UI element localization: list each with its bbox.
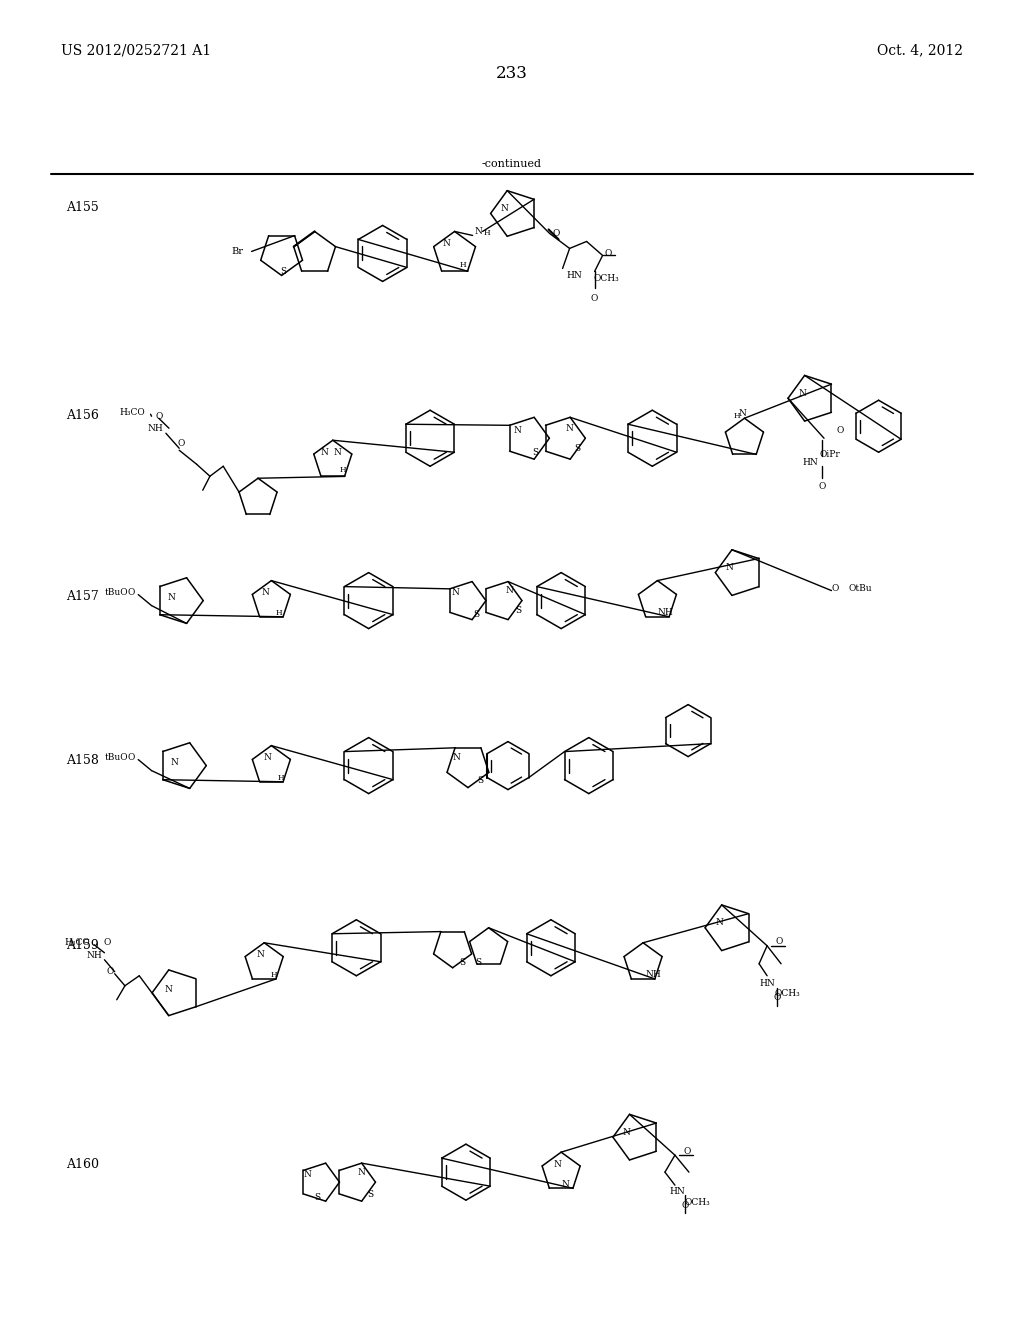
Text: N: N (501, 203, 509, 213)
Text: S: S (314, 1193, 321, 1201)
Text: H₃CO: H₃CO (65, 939, 90, 948)
Text: OCH₃: OCH₃ (684, 1197, 710, 1206)
Text: H: H (483, 230, 489, 238)
Text: Oct. 4, 2012: Oct. 4, 2012 (877, 44, 963, 57)
Text: N: N (256, 950, 264, 960)
Text: O: O (773, 993, 780, 1002)
Text: N: N (452, 754, 460, 762)
Text: H: H (271, 970, 278, 978)
Text: N: N (513, 426, 521, 434)
Text: OCH₃: OCH₃ (594, 275, 620, 282)
Text: O: O (683, 1147, 690, 1156)
Text: N: N (738, 409, 746, 417)
Text: H₃CO: H₃CO (120, 408, 145, 417)
Text: S: S (473, 610, 479, 619)
Text: N: N (565, 424, 573, 433)
Text: N: N (475, 227, 482, 236)
Text: O: O (127, 754, 135, 762)
Text: H: H (279, 774, 285, 781)
Text: S: S (460, 958, 466, 968)
Text: NH: NH (147, 424, 164, 433)
Text: HN: HN (759, 979, 775, 989)
Text: N: N (506, 586, 514, 595)
Text: A157: A157 (67, 590, 99, 603)
Text: N: N (798, 388, 806, 397)
Text: NH: NH (657, 609, 674, 616)
Text: N: N (715, 919, 723, 927)
Text: H: H (733, 412, 739, 420)
Text: N: N (725, 564, 733, 572)
Text: N: N (561, 1180, 569, 1188)
Text: O: O (818, 482, 825, 491)
Text: N: N (334, 447, 342, 457)
Text: -continued: -continued (482, 158, 542, 169)
Text: NH: NH (645, 970, 660, 979)
Text: OtBu: OtBu (848, 583, 872, 593)
Text: O: O (837, 426, 844, 434)
Text: N: N (261, 589, 269, 597)
Text: HN: HN (669, 1187, 685, 1196)
Text: tBuO: tBuO (104, 589, 128, 597)
Text: H: H (276, 609, 283, 616)
Text: N: N (553, 1160, 561, 1168)
Text: A160: A160 (67, 1158, 99, 1171)
Text: A158: A158 (67, 754, 99, 767)
Text: 233: 233 (496, 66, 528, 82)
Text: tBuO: tBuO (104, 754, 128, 762)
Text: O: O (155, 412, 163, 421)
Text: N: N (452, 589, 460, 597)
Text: US 2012/0252721 A1: US 2012/0252721 A1 (61, 44, 212, 57)
Text: N: N (321, 447, 329, 457)
Text: S: S (475, 958, 481, 968)
Text: N: N (442, 239, 451, 248)
Text: O: O (591, 294, 598, 302)
Text: N: N (303, 1170, 311, 1179)
Text: HN: HN (567, 271, 583, 280)
Text: H: H (340, 466, 346, 474)
Text: HN: HN (802, 458, 818, 467)
Text: S: S (368, 1189, 374, 1199)
Text: OCH₃: OCH₃ (774, 989, 800, 998)
Text: N: N (263, 754, 271, 762)
Text: N: N (170, 758, 178, 767)
Text: O: O (103, 939, 112, 948)
Text: N: N (623, 1127, 631, 1137)
Text: N: N (164, 985, 172, 994)
Text: O: O (605, 249, 612, 257)
Text: S: S (281, 267, 287, 276)
Text: N: N (167, 593, 175, 602)
Text: O: O (177, 438, 185, 447)
Text: NH: NH (86, 952, 102, 960)
Text: Br: Br (231, 247, 244, 256)
Text: O: O (681, 1201, 688, 1209)
Text: N: N (357, 1168, 366, 1176)
Text: A159: A159 (67, 939, 99, 952)
Text: OiPr: OiPr (819, 450, 841, 459)
Text: A156: A156 (67, 409, 99, 422)
Text: S: S (515, 606, 521, 615)
Text: S: S (574, 444, 581, 453)
Text: S: S (532, 447, 539, 457)
Text: H: H (460, 261, 466, 269)
Text: O: O (553, 228, 560, 238)
Text: A155: A155 (67, 201, 99, 214)
Text: O: O (127, 589, 135, 597)
Text: S: S (477, 776, 483, 785)
Text: O: O (775, 937, 782, 946)
Text: O: O (831, 583, 840, 593)
Text: O: O (106, 968, 115, 977)
